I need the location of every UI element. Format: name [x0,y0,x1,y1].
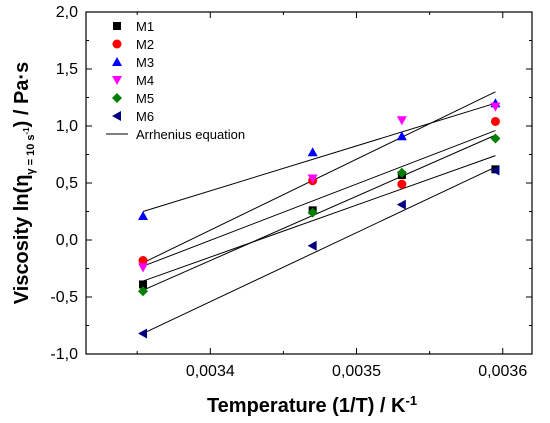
fit-line-m1 [142,155,496,282]
legend: M1 M2 M3 M4 M5 M6 Arrhenius equation [106,19,245,142]
x-tick-label: 0,0036 [478,363,527,380]
point-m6 [307,240,317,251]
x-tick-label: 0,0034 [186,363,235,380]
legend-item-m5: M5 [112,91,154,106]
legend-item-m4: M4 [112,73,154,88]
y-tick-label: 0,0 [56,232,78,249]
point-m4 [490,102,501,112]
x-tick-label: 0,0035 [332,363,381,380]
point-m5 [396,167,407,178]
point-m3 [396,131,407,141]
y-tick-label: 0,5 [56,175,78,192]
point-m2 [138,256,148,266]
legend-label: M1 [136,19,154,34]
legend-item-m3: M3 [112,55,154,70]
legend-item-m2: M2 [112,37,154,52]
x-axis-ticks: 0,0034 0,0035 0,0036 [136,12,527,380]
legend-marker-m6 [112,111,121,121]
arrhenius-fit-lines [142,91,496,334]
fit-line-m4 [142,91,496,264]
legend-label: M4 [136,73,154,88]
point-m4 [138,263,149,273]
legend-item-arrhenius: Arrhenius equation [106,127,245,142]
legend-item-m6: M6 [112,109,154,124]
point-m6 [138,328,148,339]
point-m5 [307,207,318,218]
point-m5 [138,286,149,297]
y-tick-label: -1,0 [50,346,78,363]
point-m6 [490,165,500,176]
fit-line-m6 [142,166,496,334]
legend-label: M6 [136,109,154,124]
fit-line-m5 [142,134,496,291]
point-m4 [396,116,407,126]
y-axis-ticks: -1,0 -0,5 0,0 0,5 1,0 1,5 2,0 [50,4,532,363]
legend-label: M2 [136,37,154,52]
y-tick-label: 1,5 [56,61,78,78]
y-tick-label: 1,0 [56,118,78,135]
point-m4 [307,174,318,184]
point-m2 [490,116,500,126]
legend-label: Arrhenius equation [136,127,245,142]
legend-marker-m5 [112,93,122,103]
point-m1 [139,280,148,289]
svg-text:Viscosity ln(ηγ = 10 s-1) / Pa: Viscosity ln(ηγ = 10 s-1) / Pa·s [11,62,37,304]
x-axis-title: Temperature (1/T) / K-1 [207,393,417,418]
legend-marker-m2 [112,39,122,49]
legend-marker-m4 [112,76,122,85]
legend-marker-m3 [112,57,122,66]
legend-label: M3 [136,55,154,70]
fit-line-m3 [142,102,496,212]
legend-item-m1: M1 [113,19,154,34]
point-m6 [396,199,406,210]
y-tick-label: 2,0 [56,4,78,21]
point-m3 [307,147,318,157]
legend-label: M5 [136,91,154,106]
point-m3 [138,211,149,221]
y-axis-title: Viscosity ln(ηγ = 10 s-1) / Pa·s [11,62,37,304]
y-tick-label: -0,5 [50,289,78,306]
fit-line-m2 [142,130,496,267]
point-m2 [397,179,407,189]
legend-marker-m1 [113,22,121,30]
data-points [138,98,501,339]
point-m5 [490,133,501,144]
